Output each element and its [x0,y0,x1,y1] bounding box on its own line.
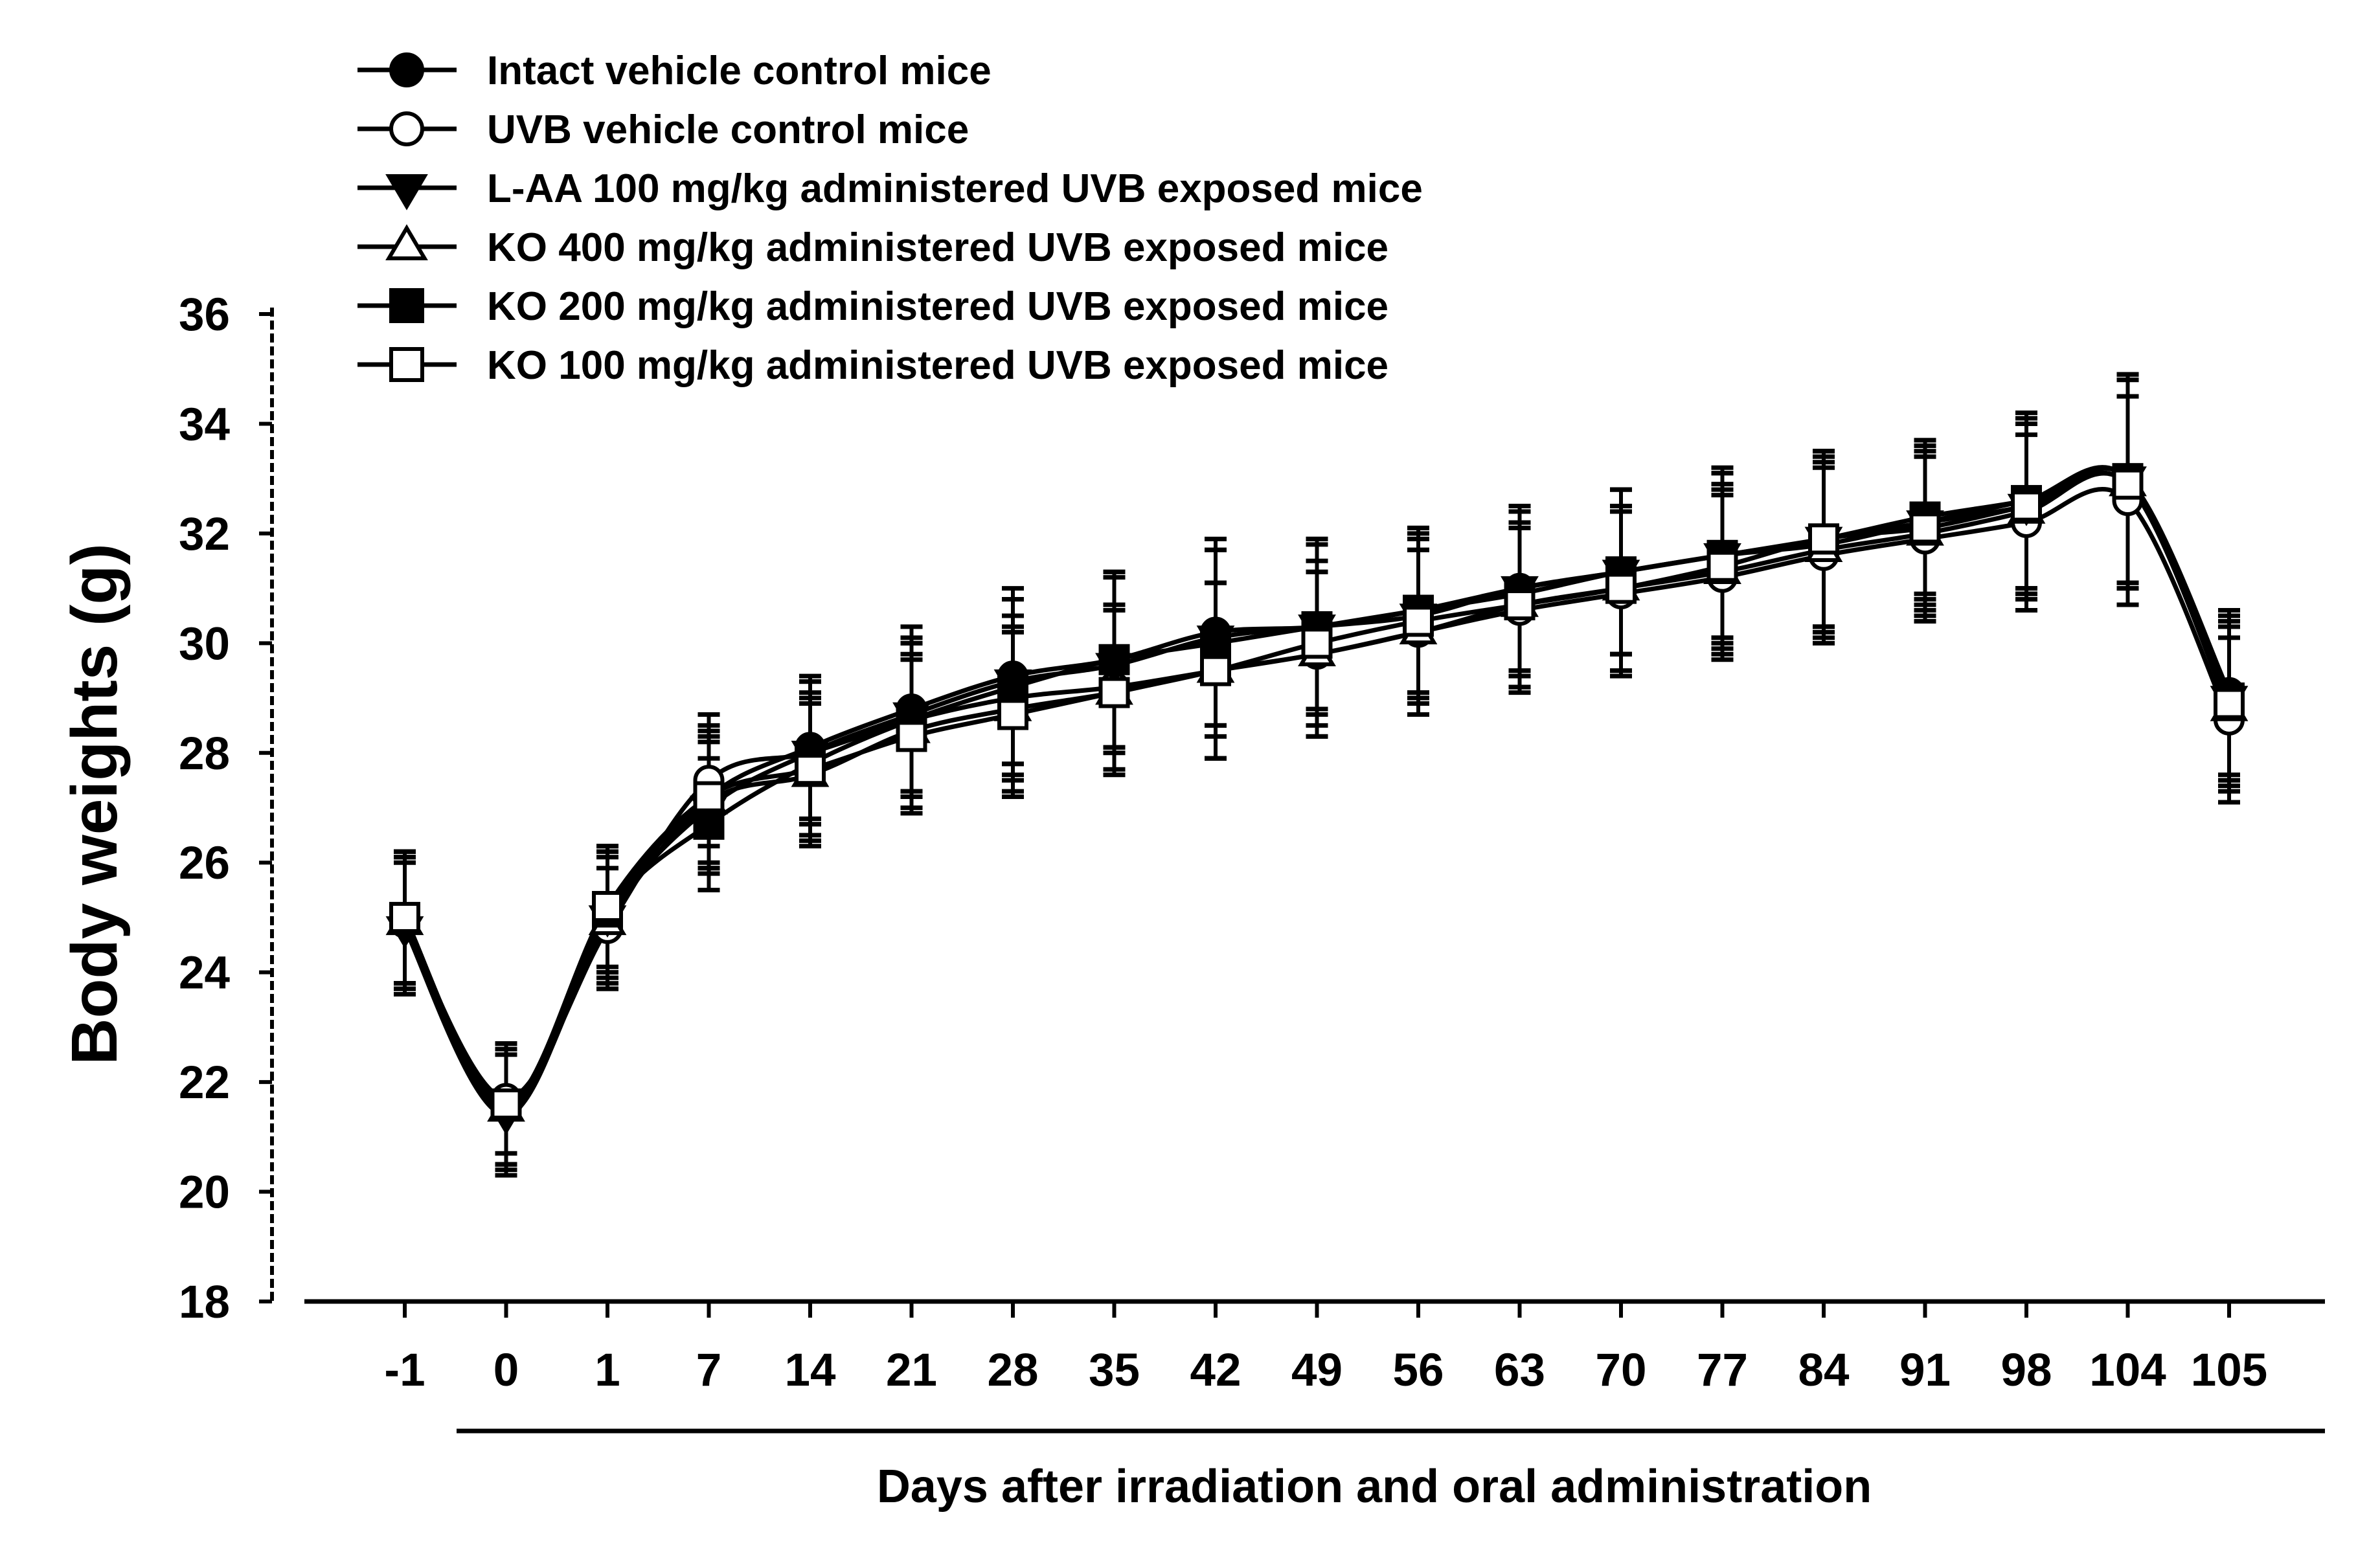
legend-item-2: L-AA 100 mg/kg administered UVB exposed … [357,166,1423,211]
error-bars-series-0 [394,372,2240,1167]
data-point-marker [2214,688,2245,719]
data-point-marker [1605,572,1637,604]
data-point-marker [795,754,826,785]
data-point-marker [2112,468,2144,500]
data-point-marker [1808,523,1839,555]
legend-label: L-AA 100 mg/kg administered UVB exposed … [487,166,1423,211]
series-layer [385,372,2249,1178]
y-tick-label: 32 [179,509,230,560]
data-point-marker [490,1088,522,1120]
y-tick-label: 18 [179,1277,230,1328]
y-tick-label: 28 [179,728,230,780]
x-tick-label: 70 [1596,1345,1647,1396]
legend-item-3: KO 400 mg/kg administered UVB exposed mi… [357,224,1388,270]
x-axis-title: Days after irradiation and oral administ… [877,1461,1872,1513]
data-point-marker [1403,605,1434,637]
error-bars-series-3 [394,377,2240,1173]
legend-marker [389,288,424,323]
x-tick-label: -1 [384,1345,425,1396]
data-point-marker [1200,655,1231,686]
data-point-marker [1200,627,1231,659]
data-point-marker [997,671,1028,703]
markers-series-5 [389,468,2245,1120]
error-bars-series-5 [394,377,2240,1167]
x-tick-label: 0 [493,1345,519,1396]
x-tick-label: 21 [886,1345,937,1396]
x-tick-label: 91 [1899,1345,1951,1396]
legend-label: UVB vehicle control mice [487,107,969,152]
series-line-5 [402,470,2232,1107]
x-tick-label: 14 [785,1345,836,1396]
data-point-marker [1909,512,1941,544]
x-tick-label: 35 [1089,1345,1140,1396]
data-point-marker [693,781,725,813]
y-axis-title: Body weights (g) [58,543,131,1065]
x-tick-label: 105 [2191,1345,2267,1396]
legend-item-5: KO 100 mg/kg administered UVB exposed mi… [357,343,1388,388]
data-point-marker [693,808,725,840]
legend-marker [385,174,428,210]
error-bars-series-4 [394,372,2240,1167]
legend-label: KO 100 mg/kg administered UVB exposed mi… [487,343,1388,388]
data-point-marker [896,721,927,752]
data-point-marker [1098,644,1130,675]
legend-item-0: Intact vehicle control mice [357,49,992,93]
y-tick-label: 24 [179,948,230,999]
axes [270,308,2325,1434]
legend-label: KO 200 mg/kg administered UVB exposed mi… [487,284,1388,329]
x-tick-label: 98 [2001,1345,2052,1396]
legend-label: KO 400 mg/kg administered UVB exposed mi… [487,225,1388,270]
data-point-marker [389,901,420,933]
x-ticks: -1 0 1 7 14 21 28 35 42 49 56 63 70 77 84 91 98 104 105 [384,1301,2267,1396]
legend: Intact vehicle control mice UVB vehicle c… [357,49,1423,388]
y-tick-label: 26 [179,838,230,889]
x-tick-label: 104 [2089,1345,2166,1396]
y-tick-label: 36 [179,289,230,341]
data-point-marker [997,699,1028,730]
y-tick-label: 20 [179,1167,230,1219]
x-tick-label: 77 [1697,1345,1748,1396]
x-tick-label: 28 [988,1345,1039,1396]
legend-marker [385,224,428,260]
legend-label: Intact vehicle control mice [487,49,992,93]
x-tick-label: 42 [1190,1345,1241,1396]
legend-marker [389,347,424,382]
legend-item-4: KO 200 mg/kg administered UVB exposed mi… [357,284,1388,329]
legend-marker [389,52,424,87]
data-point-marker [592,891,623,922]
legend-item-1: UVB vehicle control mice [357,107,969,152]
y-ticks: 18 20 22 24 26 28 30 32 34 36 [179,289,272,1328]
x-tick-label: 56 [1393,1345,1444,1396]
x-tick-label: 1 [595,1345,620,1396]
legend-marker [389,111,424,146]
data-point-marker [2011,490,2042,522]
data-point-marker [1706,550,1738,582]
x-tick-label: 84 [1798,1345,1850,1396]
y-tick-label: 30 [179,618,230,670]
x-tick-label: 63 [1494,1345,1545,1396]
y-tick-label: 34 [179,399,230,450]
data-point-marker [1301,627,1333,659]
data-point-marker [1504,589,1536,621]
x-tick-label: 49 [1291,1345,1343,1396]
y-tick-label: 22 [179,1057,230,1109]
data-point-marker [1098,677,1130,708]
series-line-4 [402,465,2232,1107]
x-tick-label: 7 [696,1345,722,1396]
error-bars-series-2 [394,372,2240,1178]
